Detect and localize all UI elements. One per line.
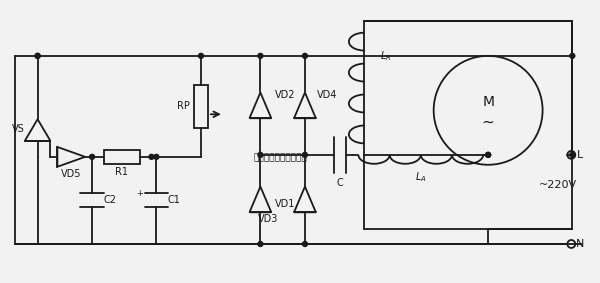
Text: VD3: VD3	[258, 214, 278, 224]
Circle shape	[302, 152, 307, 157]
Text: VD2: VD2	[275, 91, 295, 100]
Text: ~220V: ~220V	[538, 180, 577, 190]
Text: VS: VS	[11, 124, 24, 134]
Text: C1: C1	[168, 196, 181, 205]
Circle shape	[258, 53, 263, 58]
Text: L: L	[577, 150, 583, 160]
Text: C2: C2	[103, 196, 116, 205]
Circle shape	[485, 152, 491, 157]
Bar	[104, 150, 140, 164]
Text: $L_A$: $L_A$	[415, 170, 427, 184]
Circle shape	[302, 53, 307, 58]
Circle shape	[89, 154, 95, 159]
Text: +: +	[136, 189, 143, 198]
Text: C: C	[336, 178, 343, 188]
Text: R1: R1	[115, 167, 128, 177]
Text: $L_R$: $L_R$	[380, 49, 392, 63]
Circle shape	[154, 154, 159, 159]
Circle shape	[258, 241, 263, 246]
Circle shape	[35, 53, 40, 58]
Text: 杭州将睷科技有限公司: 杭州将睷科技有限公司	[253, 153, 307, 162]
Text: VD5: VD5	[61, 169, 82, 179]
Circle shape	[149, 154, 154, 159]
Text: M: M	[482, 95, 494, 110]
Circle shape	[570, 152, 575, 157]
Circle shape	[258, 152, 263, 157]
Text: RP: RP	[177, 101, 190, 111]
Text: VD1: VD1	[275, 200, 295, 209]
Circle shape	[302, 241, 307, 246]
Text: VD4: VD4	[317, 91, 337, 100]
Circle shape	[570, 53, 575, 58]
Circle shape	[485, 152, 491, 157]
Circle shape	[199, 53, 203, 58]
Text: ~: ~	[482, 115, 494, 130]
Circle shape	[35, 53, 40, 58]
Text: N: N	[576, 239, 584, 249]
Bar	[194, 85, 208, 128]
